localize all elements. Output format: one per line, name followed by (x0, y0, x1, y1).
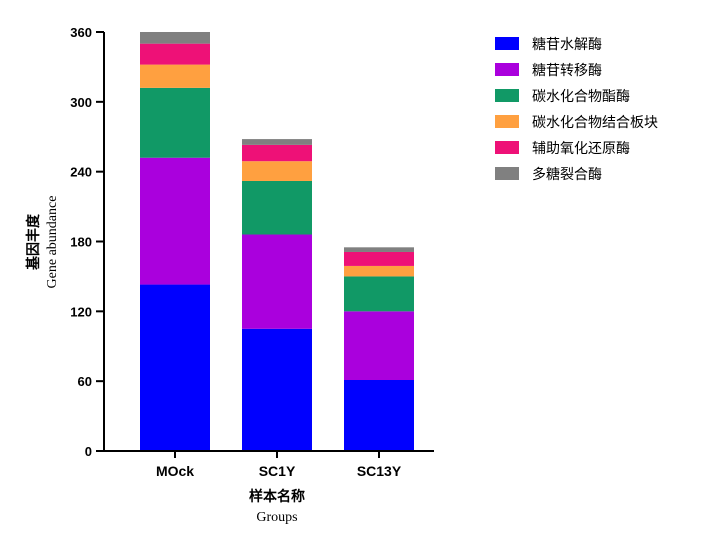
bar-segment-SC13Y-4 (344, 265, 414, 277)
bar-segment-SC13Y-2 (344, 311, 414, 381)
x-tick-label-SC13Y: SC13Y (357, 463, 402, 479)
bar-segment-SC13Y-1 (344, 380, 414, 451)
bar-segment-SC13Y-5 (344, 251, 414, 266)
y-tick-label-0: 0 (85, 444, 92, 459)
y-tick-label-60: 60 (78, 374, 92, 389)
legend-label-3: 碳水化合物酯酶 (532, 89, 630, 105)
y-tick-label-240: 240 (70, 165, 92, 180)
bar-segment-MOck-6 (140, 32, 210, 44)
y-axis-label-en: Gene abundance (45, 196, 60, 289)
y-tick-label-360: 360 (70, 25, 92, 40)
legend-swatch-3 (495, 89, 519, 102)
bar-segment-SC13Y-3 (344, 276, 414, 312)
bar-segment-SC1Y-4 (242, 161, 312, 181)
x-tick-label-MOck: MOck (156, 463, 194, 479)
legend-label-1: 糖苷水解酶 (532, 37, 602, 53)
bar-segment-SC1Y-6 (242, 139, 312, 145)
legend-swatch-1 (495, 37, 519, 50)
bar-segment-SC13Y-6 (344, 247, 414, 252)
bar-segment-SC1Y-3 (242, 180, 312, 235)
bar-segment-MOck-3 (140, 87, 210, 158)
x-ticks-group: MOck SC1Y SC13Y (156, 451, 402, 479)
x-tick-label-SC1Y: SC1Y (259, 463, 296, 479)
y-tick-label-120: 120 (70, 304, 92, 319)
x-axis-label-en: Groups (256, 510, 297, 525)
legend-label-5: 辅助氧化还原酶 (532, 141, 630, 157)
legend-swatch-5 (495, 141, 519, 154)
legend-swatch-2 (495, 63, 519, 76)
bar-segment-SC1Y-5 (242, 144, 312, 162)
y-ticks-group: 0 60 120 180 240 300 360 (70, 25, 104, 459)
legend-label-2: 糖苷转移酶 (532, 63, 602, 79)
legend-swatch-6 (495, 167, 519, 180)
bar-segment-MOck-5 (140, 43, 210, 65)
legend-swatch-4 (495, 115, 519, 128)
y-tick-label-300: 300 (70, 95, 92, 110)
bar-segment-MOck-1 (140, 284, 210, 451)
x-axis-label-cn: 样本名称 (249, 488, 305, 505)
bar-segment-SC1Y-2 (242, 234, 312, 329)
bar-segment-SC1Y-1 (242, 328, 312, 451)
y-tick-label-180: 180 (70, 235, 92, 250)
bars-group (140, 32, 414, 451)
y-axis-label-cn: 基因丰度 (25, 213, 42, 270)
legend-label-6: 多糖裂合酶 (532, 166, 602, 183)
bar-segment-MOck-4 (140, 64, 210, 88)
legend-label-4: 碳水化合物结合板块 (532, 115, 658, 131)
bar-segment-MOck-2 (140, 157, 210, 285)
